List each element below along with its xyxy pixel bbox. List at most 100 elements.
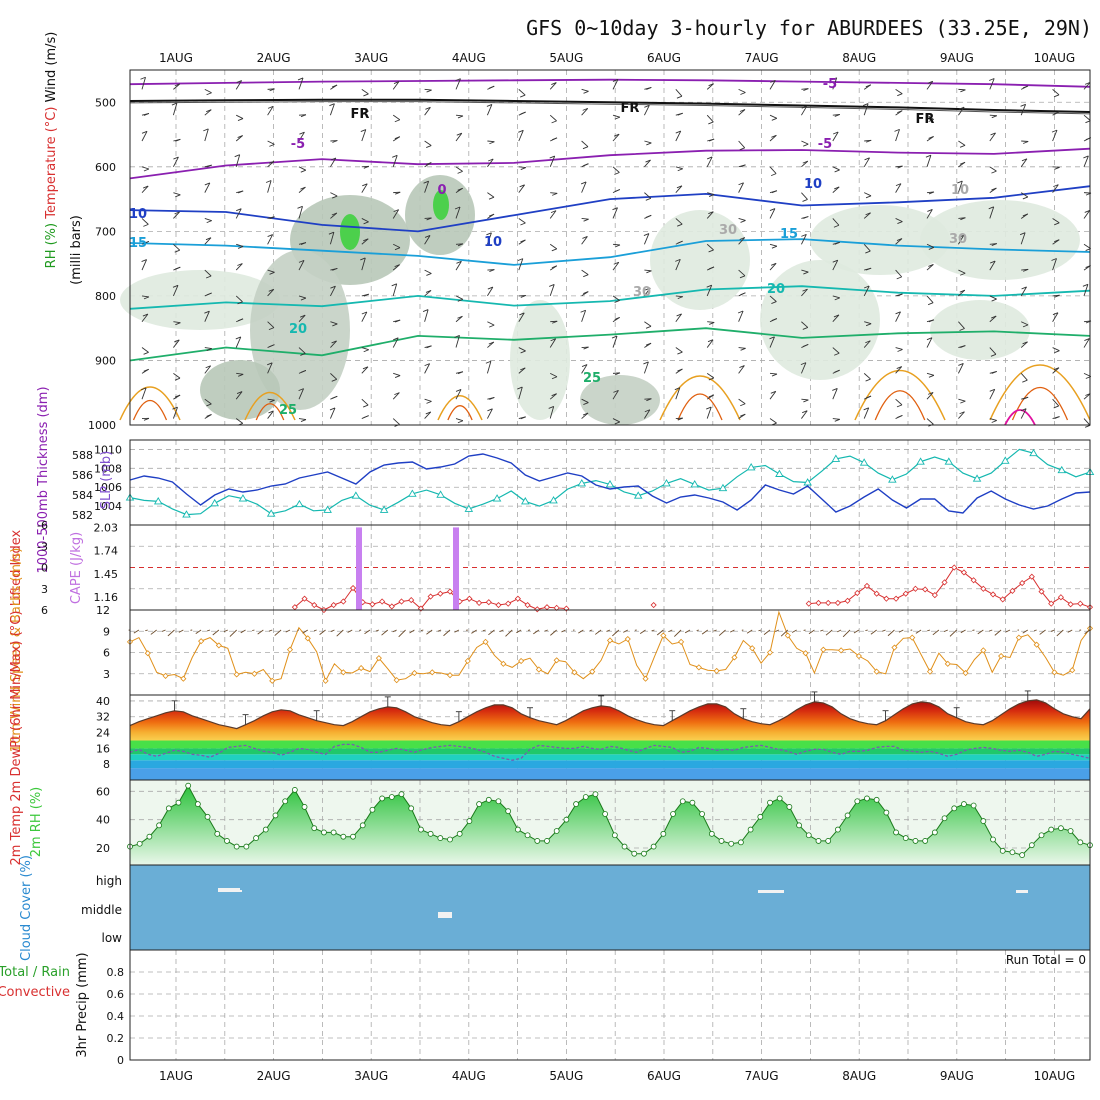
wind-barb	[926, 243, 935, 248]
wind-barb	[457, 170, 463, 174]
date-label-bottom: 3AUG	[354, 1069, 388, 1083]
wind-barb	[1052, 347, 1060, 352]
wind-barb	[645, 159, 651, 163]
wind-barb-10m	[915, 629, 922, 634]
wind-barb	[738, 365, 745, 374]
isotherm-arc	[447, 405, 473, 421]
wind-barb	[738, 109, 746, 116]
wind-barb	[175, 322, 181, 326]
wind-barb	[832, 259, 839, 271]
wind-speed-marker	[980, 647, 987, 654]
lifted-index-marker	[301, 595, 308, 602]
wind-barb	[928, 263, 934, 267]
rh-marker	[1077, 839, 1084, 846]
rh-shading-blob	[920, 200, 1080, 280]
temp-tick: 16	[96, 742, 110, 755]
wind-barb	[676, 313, 682, 317]
wind-barb-10m	[791, 629, 797, 633]
wind-barb-10m	[212, 629, 220, 636]
wind-barb	[487, 286, 494, 290]
wind-barb	[675, 313, 682, 322]
slp-marker	[436, 490, 445, 498]
lifted-index-marker	[960, 569, 968, 576]
wind-barb	[864, 192, 872, 197]
wind-barb	[863, 243, 871, 252]
rh-marker	[873, 796, 880, 803]
wind-barb	[958, 398, 966, 402]
slp-marker	[238, 494, 248, 502]
wind-barb	[424, 363, 430, 367]
rh-marker	[1028, 842, 1035, 849]
wind-barb	[393, 372, 401, 376]
slp-marker	[803, 478, 812, 486]
wind-barb	[769, 418, 777, 424]
isotherm-line	[129, 98, 1091, 113]
wind-barb	[205, 275, 212, 279]
wind-barb	[457, 187, 463, 191]
wind-barb	[643, 105, 650, 116]
slp-marker	[379, 505, 389, 513]
wind-barb-10m	[240, 629, 246, 634]
wind-barb	[361, 218, 369, 223]
rh-marker	[340, 833, 347, 840]
wind-barb	[487, 408, 493, 412]
wind-barb	[520, 239, 526, 243]
wind-barb	[331, 212, 338, 216]
wind-barb	[298, 295, 307, 299]
lifted-index-tick: 3	[41, 583, 48, 596]
wind-barb	[989, 295, 997, 300]
isotherm-line	[129, 327, 1091, 362]
rh-marker	[776, 795, 783, 802]
wind-barb	[1082, 283, 1089, 287]
isotherm-arc	[437, 395, 483, 421]
wind-barb	[141, 166, 150, 170]
wind-barb	[771, 190, 778, 194]
wind-barb	[329, 407, 336, 419]
wind-barb-10m	[808, 629, 815, 635]
slp-marker	[972, 474, 982, 482]
panel-frames	[129, 69, 1091, 1061]
wind-barb-10m	[1022, 629, 1029, 634]
wind-barb	[958, 269, 966, 274]
lifted-index-marker	[1077, 600, 1084, 607]
wind-barb	[989, 347, 997, 355]
date-label-top: 5AUG	[549, 51, 583, 65]
wind-barb	[583, 346, 589, 350]
date-label-top: 3AUG	[354, 51, 388, 65]
wind-barb	[834, 352, 840, 356]
wind-barb	[173, 211, 180, 219]
wind-barb	[518, 258, 524, 271]
rh-tick: 40	[96, 814, 110, 827]
wind-barb-10m	[994, 629, 1002, 636]
y-axis-label: RH (%) Temperature (°C) Wind (m/s)	[44, 32, 59, 269]
wind-barb-10m	[426, 629, 433, 635]
wind-barb	[329, 103, 335, 116]
wind-barb	[143, 223, 149, 227]
wind-barb	[204, 128, 209, 142]
wind-barb	[834, 114, 840, 117]
rh-marker	[650, 843, 657, 850]
rh-marker	[350, 833, 356, 840]
wind-speed-marker	[695, 664, 702, 671]
wind-barb	[644, 140, 652, 144]
wind-barb	[675, 258, 681, 262]
wind-barb	[800, 234, 807, 245]
wind-barb	[834, 418, 840, 422]
lifted-index-axis-label: Lifted Index	[9, 529, 24, 606]
wind-barb	[392, 155, 398, 167]
rh-marker	[834, 826, 841, 833]
wind-barb	[1052, 367, 1060, 374]
rh-marker	[999, 847, 1006, 854]
rh-shading-blob	[510, 300, 570, 420]
wind-barb	[989, 388, 995, 392]
wind-barb	[832, 347, 840, 354]
lifted-index-marker	[446, 588, 454, 595]
wind-speed-marker	[215, 642, 222, 649]
wind-barb	[614, 372, 621, 376]
wind-barb	[769, 208, 776, 219]
rh-marker	[534, 838, 541, 844]
wind-barb	[1053, 184, 1059, 188]
wind-barb	[1020, 232, 1026, 245]
wind-barb	[392, 337, 399, 348]
isotherm-arc	[874, 390, 926, 421]
